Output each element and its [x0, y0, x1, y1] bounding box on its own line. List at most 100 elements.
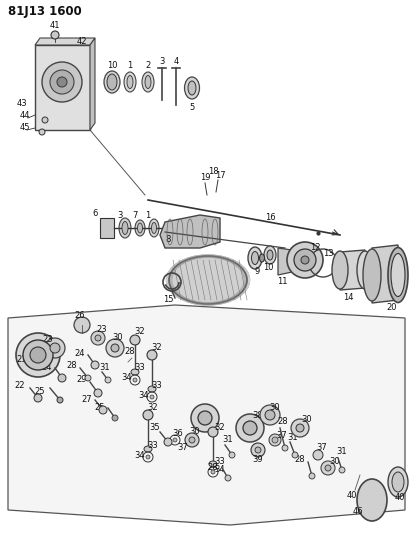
Ellipse shape [332, 251, 348, 289]
Ellipse shape [127, 76, 133, 88]
Text: 4: 4 [173, 58, 179, 67]
Text: 30: 30 [190, 427, 200, 437]
Circle shape [94, 389, 102, 397]
Text: 8: 8 [165, 236, 171, 245]
Ellipse shape [264, 246, 276, 264]
Text: 44: 44 [20, 110, 30, 119]
Text: 35: 35 [150, 424, 160, 432]
Circle shape [225, 475, 231, 481]
Text: 31: 31 [223, 435, 233, 445]
Text: 19: 19 [200, 174, 210, 182]
Circle shape [321, 461, 335, 475]
Circle shape [147, 350, 157, 360]
Circle shape [111, 344, 119, 352]
Text: 31: 31 [337, 448, 347, 456]
Text: 31: 31 [100, 362, 110, 372]
Ellipse shape [124, 72, 136, 92]
Circle shape [45, 338, 65, 358]
Text: 45: 45 [20, 124, 30, 133]
Circle shape [294, 249, 316, 271]
Circle shape [57, 77, 67, 87]
Ellipse shape [388, 467, 408, 497]
Text: 31: 31 [288, 432, 298, 441]
Text: 38: 38 [253, 411, 263, 421]
Text: 46: 46 [353, 507, 363, 516]
Text: 14: 14 [343, 294, 353, 303]
Ellipse shape [248, 247, 262, 269]
Text: 34: 34 [135, 450, 145, 459]
Text: 25: 25 [35, 387, 45, 397]
Text: 2: 2 [145, 61, 150, 69]
Text: 12: 12 [310, 244, 320, 253]
Circle shape [301, 256, 309, 264]
Ellipse shape [107, 74, 117, 90]
Circle shape [269, 434, 281, 446]
Circle shape [191, 404, 219, 432]
Ellipse shape [252, 252, 259, 264]
Text: 39: 39 [253, 456, 263, 464]
Text: 36: 36 [173, 429, 183, 438]
Circle shape [42, 62, 82, 102]
Circle shape [189, 437, 195, 443]
Text: 20: 20 [387, 303, 397, 312]
Text: 28: 28 [67, 360, 77, 369]
Circle shape [265, 410, 275, 420]
Circle shape [185, 433, 199, 447]
Ellipse shape [148, 386, 156, 392]
Circle shape [243, 421, 257, 435]
Circle shape [339, 467, 345, 473]
Circle shape [57, 397, 63, 403]
Circle shape [272, 437, 278, 443]
Text: 9: 9 [254, 268, 260, 277]
Circle shape [112, 415, 118, 421]
Circle shape [251, 443, 265, 457]
Text: 34: 34 [139, 391, 149, 400]
Text: 33: 33 [152, 381, 162, 390]
Text: 10: 10 [263, 263, 273, 272]
Ellipse shape [259, 254, 265, 262]
Text: 5: 5 [189, 103, 195, 112]
Ellipse shape [145, 76, 151, 88]
Circle shape [105, 377, 111, 383]
Circle shape [255, 447, 261, 453]
Ellipse shape [122, 222, 128, 235]
Text: 28: 28 [125, 348, 135, 357]
Text: 1: 1 [127, 61, 133, 69]
Text: 11: 11 [277, 278, 287, 287]
Circle shape [50, 70, 74, 94]
Ellipse shape [104, 71, 120, 93]
Polygon shape [340, 250, 365, 290]
Text: 37: 37 [277, 431, 287, 440]
Circle shape [106, 339, 124, 357]
Circle shape [16, 333, 60, 377]
Circle shape [143, 410, 153, 420]
Text: 25: 25 [95, 403, 105, 413]
Text: 27: 27 [82, 395, 92, 405]
Circle shape [95, 335, 101, 341]
Circle shape [211, 470, 215, 474]
Ellipse shape [267, 250, 273, 260]
Text: 34: 34 [122, 374, 132, 383]
Circle shape [85, 375, 91, 381]
Ellipse shape [209, 461, 217, 467]
Ellipse shape [119, 218, 131, 238]
Circle shape [34, 394, 42, 402]
Text: 23: 23 [97, 326, 107, 335]
Circle shape [164, 438, 172, 446]
Polygon shape [278, 248, 292, 275]
Text: 37: 37 [316, 443, 328, 453]
Text: 24: 24 [42, 364, 52, 373]
Text: 29: 29 [77, 376, 87, 384]
Circle shape [198, 411, 212, 425]
Text: 30: 30 [113, 334, 123, 343]
Ellipse shape [142, 72, 154, 92]
Text: 32: 32 [215, 423, 225, 432]
Text: 81J13 1600: 81J13 1600 [8, 5, 82, 18]
Ellipse shape [391, 254, 405, 296]
Text: 30: 30 [330, 457, 340, 466]
Text: 6: 6 [92, 208, 98, 217]
Text: 16: 16 [265, 214, 275, 222]
Circle shape [130, 335, 140, 345]
Text: 33: 33 [148, 441, 158, 450]
Circle shape [58, 374, 66, 382]
